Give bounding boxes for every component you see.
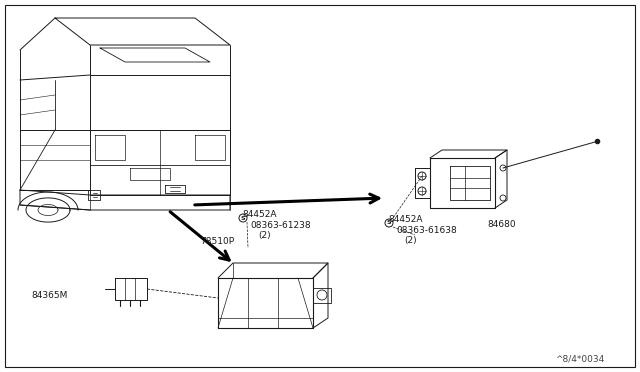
Text: ^8/4*0034: ^8/4*0034 (555, 355, 604, 364)
Text: 84452A: 84452A (388, 215, 422, 224)
Text: S: S (241, 215, 245, 221)
Text: (2): (2) (404, 236, 417, 245)
Text: (2): (2) (258, 231, 271, 240)
Text: S: S (387, 221, 391, 225)
Text: 84365M: 84365M (31, 291, 68, 300)
Text: 08363-61638: 08363-61638 (396, 226, 457, 235)
Text: 84680: 84680 (487, 220, 516, 229)
Text: 08363-61238: 08363-61238 (250, 221, 310, 230)
Text: 78510P: 78510P (200, 237, 234, 246)
Text: 84452A: 84452A (242, 210, 276, 219)
